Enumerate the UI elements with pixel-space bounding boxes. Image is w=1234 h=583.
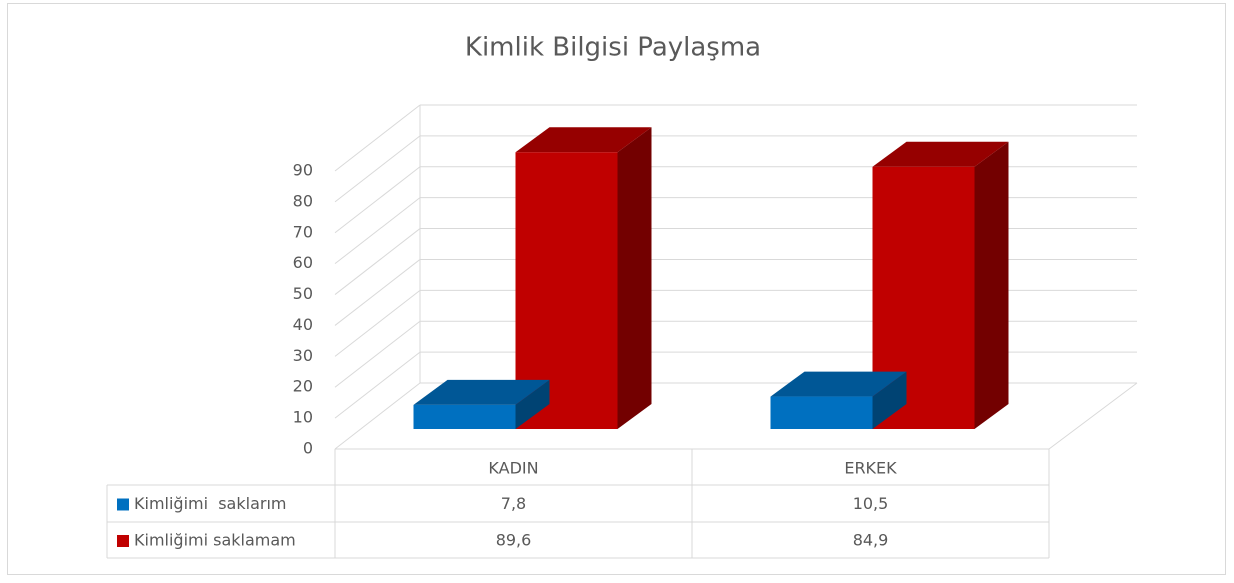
data-label: 7,8: [501, 494, 526, 513]
grid-line: [334, 382, 421, 450]
legend-label: Kimliğimi saklamam: [134, 531, 296, 550]
bar-side: [617, 127, 652, 429]
grid-line: [334, 166, 421, 234]
bar: [770, 396, 873, 429]
grid-line: [334, 289, 421, 357]
data-label: 89,6: [496, 531, 532, 550]
grid-line: [334, 104, 421, 172]
y-tick-label: 90: [293, 161, 313, 180]
y-tick-label: 70: [293, 222, 313, 241]
y-tick-label: 30: [293, 346, 313, 365]
bar-top: [872, 141, 1009, 167]
y-tick-label: 50: [293, 284, 313, 303]
legend-key: [117, 535, 129, 547]
grid-line: [334, 197, 421, 265]
x-tick-label: ERKEK: [844, 459, 897, 478]
bar-side: [515, 379, 550, 429]
bar-side: [872, 371, 907, 429]
floor-edge: [1048, 382, 1138, 450]
data-label: 84,9: [853, 531, 889, 550]
x-tick-label: KADIN: [488, 459, 538, 478]
bar-top: [515, 127, 652, 153]
y-tick-label: 40: [293, 315, 313, 334]
legend-key: [117, 498, 129, 511]
bar: [413, 404, 516, 429]
data-label: 10,5: [853, 494, 889, 513]
legend-label: Kimliğimi saklarım: [134, 494, 286, 513]
grid-line: [334, 351, 421, 419]
y-tick-label: 10: [293, 408, 313, 427]
bar-side: [974, 141, 1009, 429]
bar-top: [770, 371, 907, 397]
chart-title: Kimlik Bilgisi Paylaşma: [465, 33, 761, 63]
grid-line: [334, 259, 421, 326]
y-tick-label: 80: [293, 191, 313, 210]
y-tick-label: 0: [303, 439, 313, 458]
grid-line: [334, 135, 421, 203]
y-tick-label: 60: [293, 253, 313, 272]
y-tick-label: 20: [293, 377, 313, 396]
grid-line: [334, 320, 421, 388]
grid-line: [334, 228, 421, 295]
bar-top: [413, 379, 550, 405]
